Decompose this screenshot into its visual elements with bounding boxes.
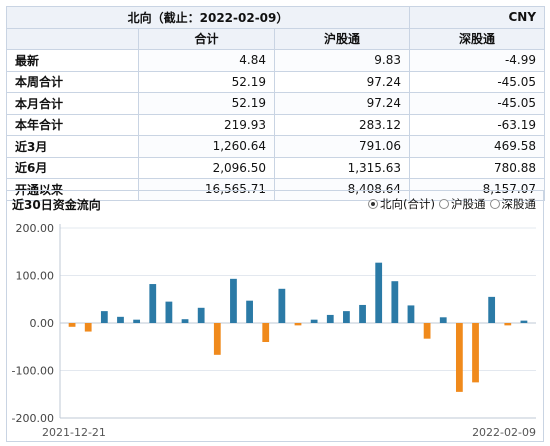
bar (294, 323, 302, 326)
row-label: 本周合计 (6, 70, 139, 93)
cell-total: 16,565.71 (138, 178, 275, 201)
table-title: 北向（截止：2022-02-09） (5, 6, 411, 29)
bar (488, 296, 496, 323)
bar (68, 323, 76, 327)
row-label: 近6月 (6, 156, 139, 179)
radio-unselected-icon[interactable] (489, 199, 500, 209)
bar (197, 307, 205, 323)
bar (375, 262, 383, 323)
bar (262, 323, 270, 342)
table-row: 近6月 2,096.50 1,315.63 780.88 (6, 156, 546, 179)
currency-label: CNY (409, 6, 546, 29)
bar (391, 281, 399, 323)
bar (100, 311, 108, 323)
bar (310, 319, 318, 323)
bar (149, 284, 157, 323)
column-header-total: 合计 (138, 27, 275, 50)
bar (278, 288, 286, 323)
cell-sz: -63.19 (409, 113, 546, 136)
cell-total: 1,260.64 (138, 135, 275, 158)
cell-total: 4.84 (138, 49, 275, 72)
x-end-label: 2022-02-09 (472, 426, 536, 439)
bar (407, 305, 415, 323)
bar (326, 314, 334, 323)
bar (133, 319, 141, 323)
y-tick-label: 100.00 (16, 270, 55, 283)
table-row: 最新 4.84 9.83 -4.99 (6, 49, 546, 72)
cell-sh: 791.06 (273, 135, 411, 158)
row-label: 本年合计 (6, 113, 139, 136)
flow-type-radio-group: 北向(合计) 沪股通 深股通 (368, 196, 536, 212)
radio-northbound-total[interactable]: 北向(合计) (368, 196, 435, 212)
chart-title: 近30日资金流向 (12, 198, 101, 212)
column-header-sz: 深股通 (409, 27, 546, 50)
bar (472, 323, 479, 383)
table-row: 开通以来 16,565.71 8,408.64 8,157.07 (6, 178, 546, 201)
cell-sz: -45.05 (409, 92, 546, 115)
bar (504, 323, 512, 326)
cell-sh: 9.83 (273, 49, 411, 72)
cell-sz: -45.05 (409, 70, 546, 93)
header-empty (6, 27, 139, 50)
bar (343, 311, 350, 323)
radio-label: 深股通 (501, 197, 537, 211)
chart-panel (6, 190, 544, 442)
y-tick-label: 0.00 (30, 317, 55, 330)
y-tick-label: 200.00 (16, 222, 55, 235)
radio-shenzhen-connect[interactable]: 深股通 (489, 196, 537, 212)
cell-total: 2,096.50 (138, 156, 275, 179)
y-tick-label: -100.00 (12, 365, 54, 378)
northbound-summary-table: 北向（截止：2022-02-09） CNY 合计 沪股通 深股通 最新 4.84… (5, 6, 546, 201)
cell-sz: -4.99 (409, 49, 546, 72)
bar (520, 320, 528, 323)
table-header-row: 合计 沪股通 深股通 (6, 27, 546, 50)
table-row: 本周合计 52.19 97.24 -45.05 (6, 70, 546, 93)
radio-label: 沪股通 (451, 197, 486, 211)
table-row: 近3月 1,260.64 791.06 469.58 (6, 135, 546, 158)
cell-total: 52.19 (138, 92, 275, 115)
cell-sz: 780.88 (409, 156, 546, 179)
x-start-label: 2021-12-21 (42, 426, 106, 439)
bar (230, 278, 237, 323)
bar (439, 317, 447, 323)
radio-selected-icon[interactable] (368, 199, 379, 209)
cell-sz: 8,157.07 (409, 178, 546, 201)
cell-total: 52.19 (138, 70, 275, 93)
bar (181, 319, 189, 323)
cell-sz: 469.58 (409, 135, 546, 158)
radio-shanghai-connect[interactable]: 沪股通 (439, 196, 486, 212)
radio-label: 北向(合计) (380, 197, 435, 211)
table-title-row: 北向（截止：2022-02-09） CNY (5, 6, 546, 29)
cell-sh: 8,408.64 (273, 178, 411, 201)
cell-sh: 1,315.63 (273, 156, 411, 179)
bar (246, 300, 253, 323)
cell-sh: 97.24 (273, 70, 411, 93)
radio-unselected-icon[interactable] (439, 199, 449, 209)
bar (455, 323, 463, 392)
row-label: 近3月 (6, 135, 139, 158)
bar (165, 301, 173, 323)
bar (213, 323, 221, 355)
row-label: 本月合计 (6, 92, 139, 115)
row-label: 最新 (6, 49, 139, 72)
bar (84, 323, 92, 332)
y-tick-label: -200.00 (12, 412, 54, 425)
cell-sh: 97.24 (273, 92, 411, 115)
table-row: 本月合计 52.19 97.24 -45.05 (6, 92, 546, 115)
bar (117, 316, 124, 323)
bar (359, 304, 366, 323)
bar (423, 323, 431, 339)
